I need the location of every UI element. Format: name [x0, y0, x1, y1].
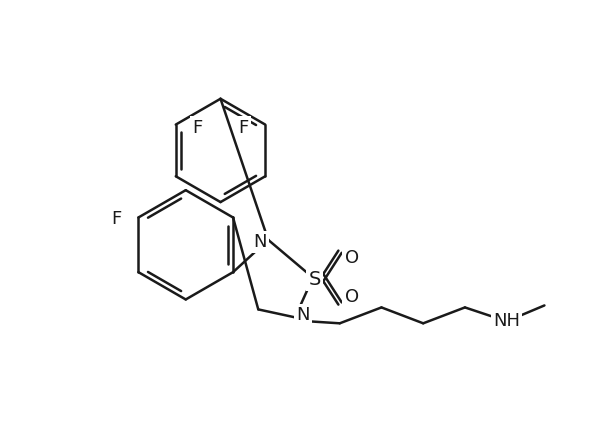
Text: NH: NH — [493, 312, 520, 330]
Text: F: F — [112, 210, 122, 228]
Text: N: N — [296, 306, 310, 324]
Text: O: O — [344, 249, 359, 267]
Text: S: S — [309, 270, 321, 289]
Text: F: F — [193, 118, 203, 137]
Text: N: N — [254, 233, 267, 251]
Text: F: F — [238, 118, 248, 137]
Text: O: O — [344, 289, 359, 306]
